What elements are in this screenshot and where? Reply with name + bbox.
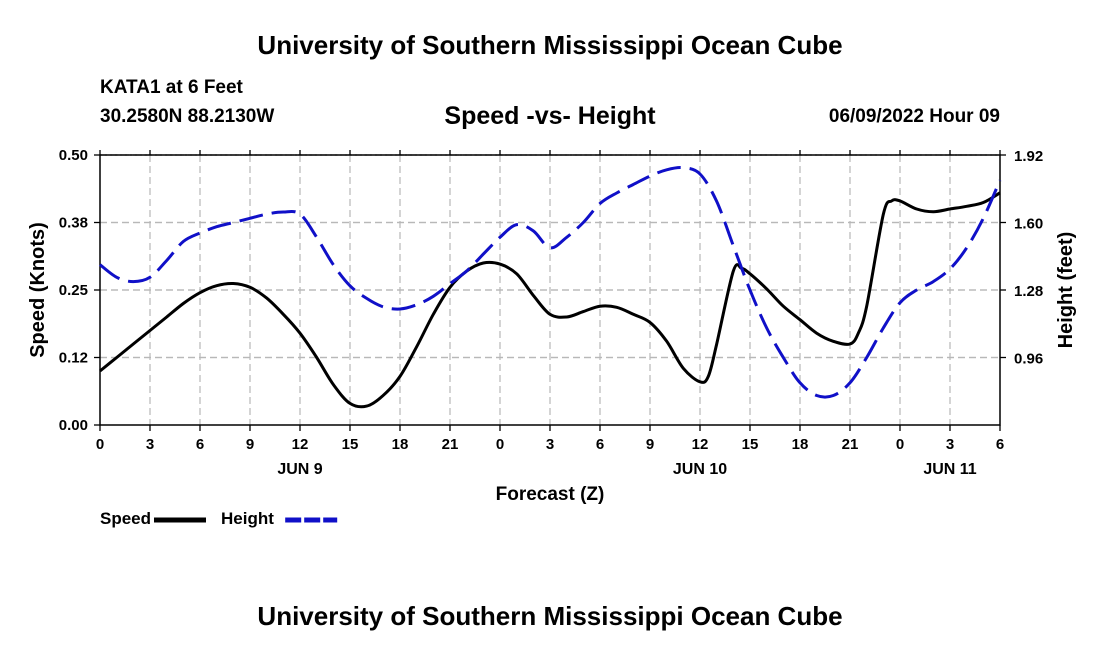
- series-lines: [99, 166, 1002, 409]
- axes: 0 3 6 9 12 15 18 21 0 3 6 9 12 15 18 21 0 3 6 0.00 0.12 0.25 0…: [59, 147, 1043, 478]
- x-tick-label: 9: [646, 436, 654, 453]
- x-tick-label: 3: [146, 436, 154, 453]
- x-tick-label: 21: [442, 436, 459, 453]
- x-tick-label: 9: [246, 436, 254, 453]
- y2-tick-label: 1.60: [1014, 216, 1043, 233]
- y2-axis-label: Height (feet): [1055, 232, 1077, 349]
- x-tick-label: 15: [342, 436, 359, 453]
- x-tick-label: 3: [946, 436, 954, 453]
- x-tick-label: 3: [546, 436, 554, 453]
- x-tick-label: 21: [842, 436, 859, 453]
- x-tick-label: 12: [292, 436, 309, 453]
- y-tick-label: 0.38: [59, 215, 88, 232]
- day-label: JUN 10: [673, 461, 727, 478]
- day-label: JUN 11: [923, 461, 976, 478]
- x-tick-label: 15: [742, 436, 759, 453]
- x-tick-label: 6: [996, 436, 1004, 453]
- x-tick-label: 18: [392, 436, 409, 453]
- x-tick-label: 0: [496, 436, 504, 453]
- legend: Speed Height: [100, 509, 338, 528]
- x-tick-label: 18: [792, 436, 809, 453]
- x-tick-label: 0: [96, 436, 104, 453]
- datetime-label: 06/09/2022 Hour 09: [828, 106, 1000, 127]
- y-tick-label: 0.25: [59, 282, 88, 299]
- series-line-height: [99, 166, 1002, 399]
- y-tick-label: 0.00: [59, 417, 88, 434]
- x-tick-label: 12: [692, 436, 709, 453]
- page-title: University of Southern Mississippi Ocean…: [257, 30, 843, 60]
- series-line-speed: [99, 191, 1001, 409]
- grid: [100, 154, 1000, 425]
- x-tick-label: 6: [196, 436, 204, 453]
- x-tick-label: 6: [596, 436, 604, 453]
- y-axis-label: Speed (Knots): [27, 222, 49, 358]
- y-tick-label: 0.12: [59, 350, 88, 367]
- coordinates-label: 30.2580N 88.2130W: [100, 106, 275, 127]
- y2-tick-label: 1.92: [1014, 148, 1043, 165]
- y2-tick-label: 1.28: [1014, 283, 1043, 300]
- y2-tick-label: 0.96: [1014, 351, 1043, 368]
- legend-label-speed: Speed: [100, 509, 151, 528]
- chart-title: Speed -vs- Height: [444, 102, 656, 130]
- day-label: JUN 9: [277, 461, 322, 478]
- station-label: KATA1 at 6 Feet: [100, 77, 243, 98]
- y-tick-label: 0.50: [59, 147, 88, 164]
- x-tick-label: 0: [896, 436, 904, 453]
- legend-label-height: Height: [221, 509, 274, 528]
- x-axis-label: Forecast (Z): [496, 484, 605, 505]
- footer-title: University of Southern Mississippi Ocean…: [257, 601, 843, 631]
